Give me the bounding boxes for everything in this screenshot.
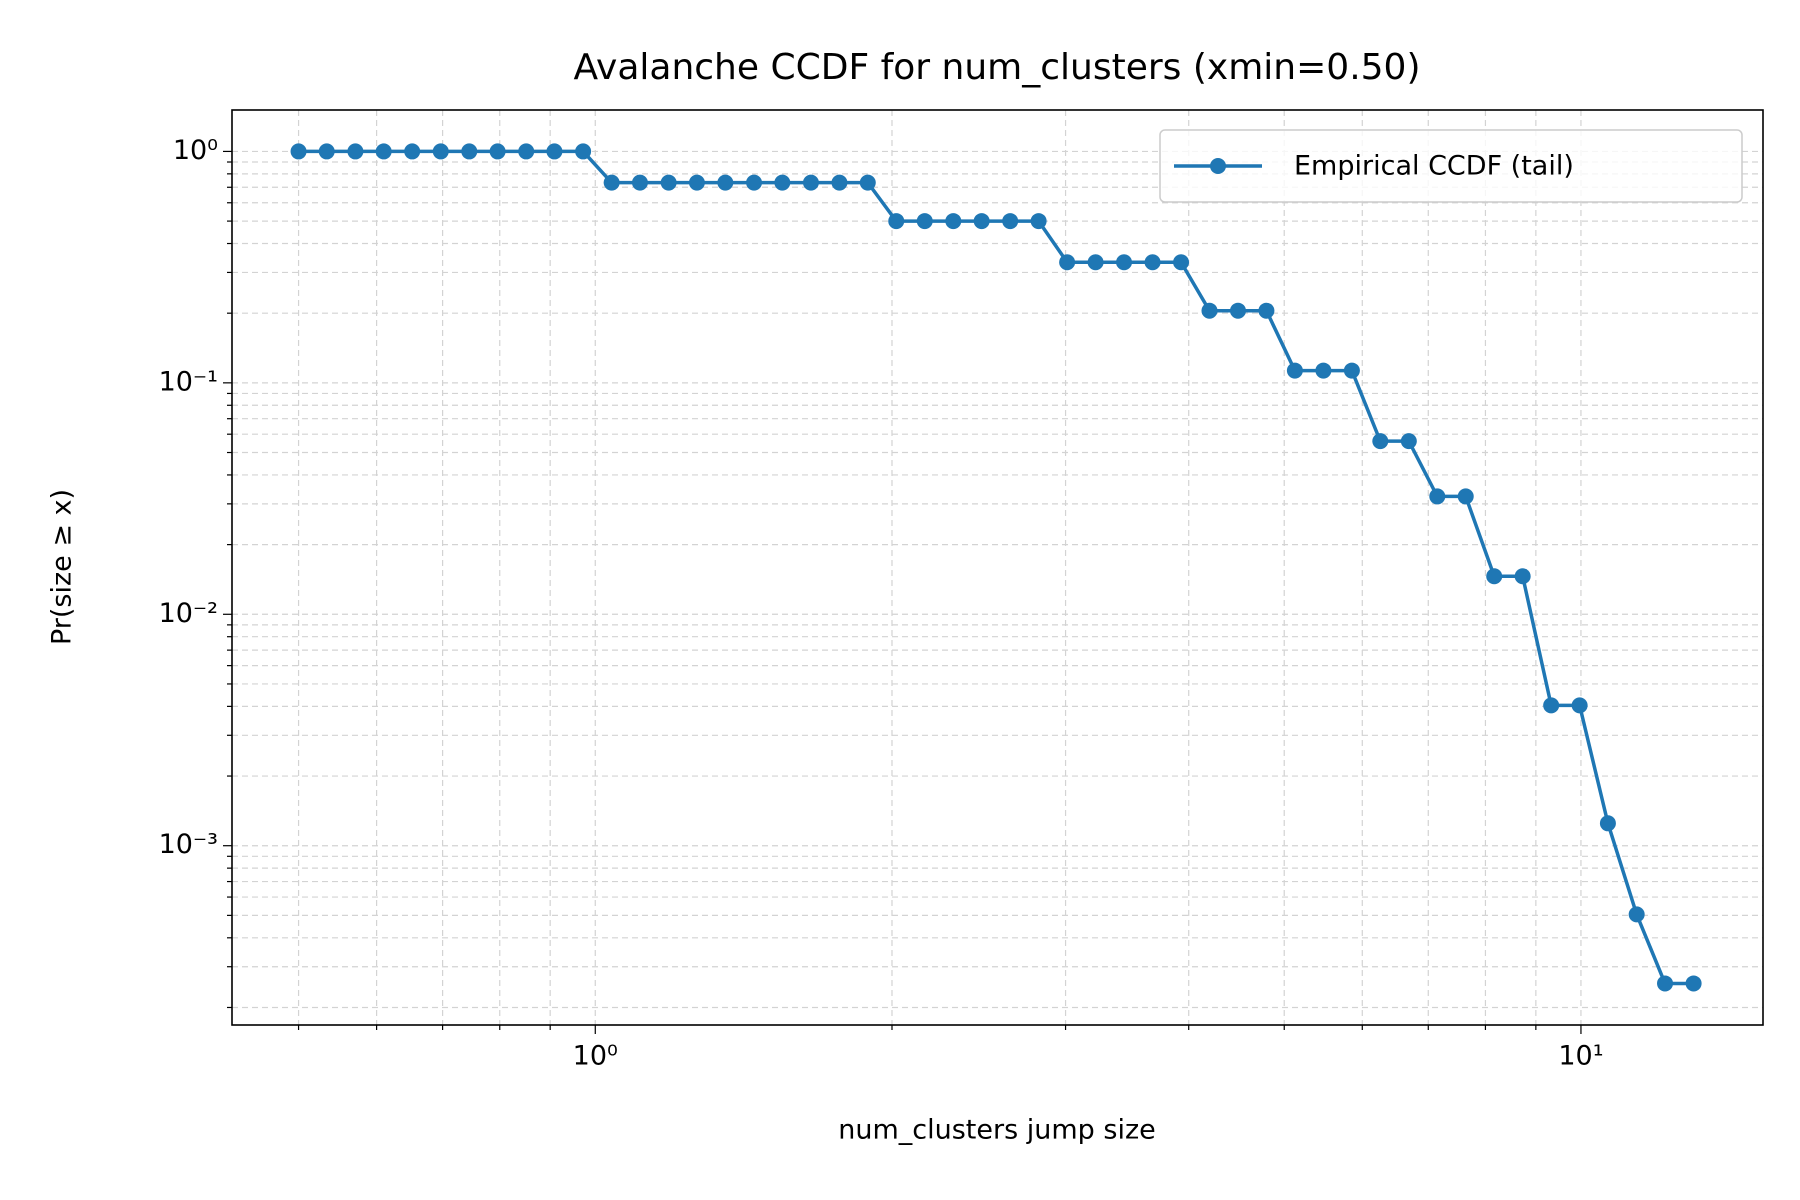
chart-title: Avalanche CCDF for num_clusters (xmin=0.…	[574, 47, 1421, 88]
point	[1144, 254, 1161, 271]
point	[1229, 302, 1246, 319]
point	[1486, 568, 1503, 585]
x-axis-label: num_clusters jump size	[838, 1115, 1156, 1146]
point	[945, 213, 962, 230]
point	[973, 213, 990, 230]
point	[461, 143, 478, 160]
point	[318, 143, 335, 160]
point	[1372, 433, 1389, 450]
point	[1514, 568, 1531, 585]
point	[290, 143, 307, 160]
point	[347, 143, 364, 160]
point	[746, 174, 763, 191]
y-tick-label: 10⁻³	[159, 829, 218, 860]
point	[774, 174, 791, 191]
point	[1030, 213, 1047, 230]
point	[631, 174, 648, 191]
point	[375, 143, 392, 160]
point	[1543, 697, 1560, 714]
point	[859, 174, 876, 191]
y-tick-label: 10⁻¹	[159, 366, 218, 397]
legend-marker	[1210, 158, 1226, 174]
point	[1599, 815, 1616, 832]
legend-box	[1159, 129, 1743, 203]
point	[802, 174, 819, 191]
point	[717, 174, 734, 191]
x-tick-label: 10¹	[1558, 1041, 1603, 1072]
point	[1201, 302, 1218, 319]
point	[831, 174, 848, 191]
point	[489, 143, 506, 160]
point	[1571, 697, 1588, 714]
point	[1457, 488, 1474, 505]
series-line	[298, 149, 1694, 986]
point	[1343, 362, 1360, 379]
legend-label: Empirical CCDF (tail)	[1294, 151, 1574, 182]
point	[404, 143, 421, 160]
point	[432, 143, 449, 160]
point	[1400, 433, 1417, 450]
point	[1087, 254, 1104, 271]
plot-frame	[231, 109, 1764, 1026]
point	[1173, 254, 1190, 271]
y-axis-label: Pr(size ≥ x)	[47, 489, 78, 645]
point	[1059, 254, 1076, 271]
point	[1286, 362, 1303, 379]
y-tick-label: 10⁰	[173, 135, 218, 166]
point	[603, 174, 620, 191]
point	[1628, 906, 1645, 923]
point	[1116, 254, 1133, 271]
point	[888, 213, 905, 230]
y-tick-label: 10⁻²	[159, 598, 218, 629]
point	[916, 213, 933, 230]
point	[546, 143, 563, 160]
point	[1002, 213, 1019, 230]
x-tick-label: 10⁰	[573, 1041, 618, 1072]
point	[1657, 975, 1674, 992]
point	[688, 174, 705, 191]
point	[660, 174, 677, 191]
point	[1429, 488, 1446, 505]
point	[1685, 975, 1702, 992]
point	[575, 143, 592, 160]
point	[1315, 362, 1332, 379]
point	[1258, 302, 1275, 319]
point	[518, 143, 535, 160]
